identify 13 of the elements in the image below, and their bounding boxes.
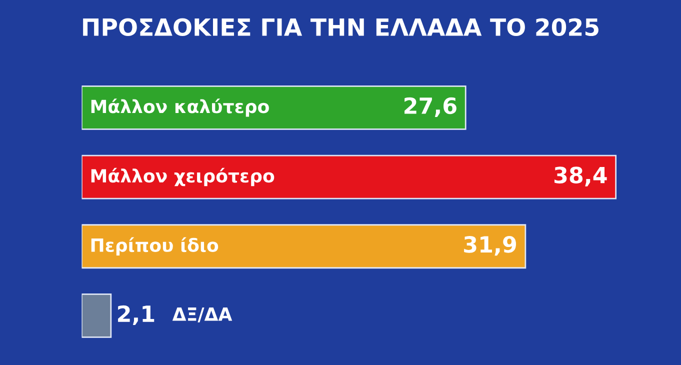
bar	[82, 224, 526, 269]
bar	[82, 85, 466, 130]
data-label: 38,4	[554, 166, 607, 186]
data-label: 2,1	[118, 305, 154, 326]
y-tick-label: Μάλλον χειρότερο	[91, 168, 274, 186]
y-tick-label: ΔΞ/ΔΑ	[172, 308, 232, 322]
y-tick-label: Μάλλον καλύτερο	[91, 98, 269, 117]
bar	[82, 154, 617, 200]
bar	[82, 294, 112, 338]
data-label: 31,9	[464, 236, 516, 256]
chart-title: ΠΡΟΣΔΟΚΙΕΣ ΓΙΑ ΤΗΝ ΕΛΛΑΔΑ ΤΟ 2025	[83, 18, 598, 36]
data-label: 27,6	[404, 97, 456, 117]
y-tick-label: Περίπου ίδιο	[91, 237, 218, 256]
